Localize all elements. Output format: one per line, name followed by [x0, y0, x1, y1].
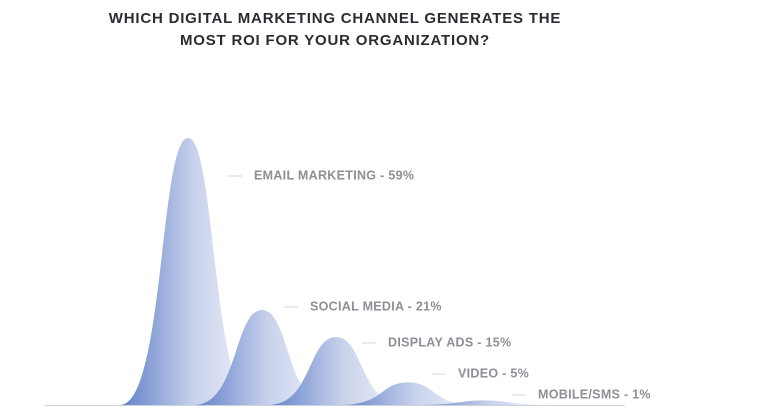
- peak: [416, 400, 552, 405]
- data-label: MOBILE/SMS - 1%: [538, 387, 651, 401]
- data-label: VIDEO - 5%: [458, 366, 529, 380]
- peak: [120, 138, 256, 405]
- data-label: DISPLAY ADS - 15%: [388, 335, 511, 349]
- chart-title: WHICH DIGITAL MARKETING CHANNEL GENERATE…: [108, 10, 562, 49]
- peak: [268, 337, 404, 405]
- peak: [340, 382, 476, 405]
- data-label: EMAIL MARKETING - 59%: [254, 168, 414, 182]
- peak: [194, 309, 330, 405]
- data-label: SOCIAL MEDIA - 21%: [310, 299, 442, 313]
